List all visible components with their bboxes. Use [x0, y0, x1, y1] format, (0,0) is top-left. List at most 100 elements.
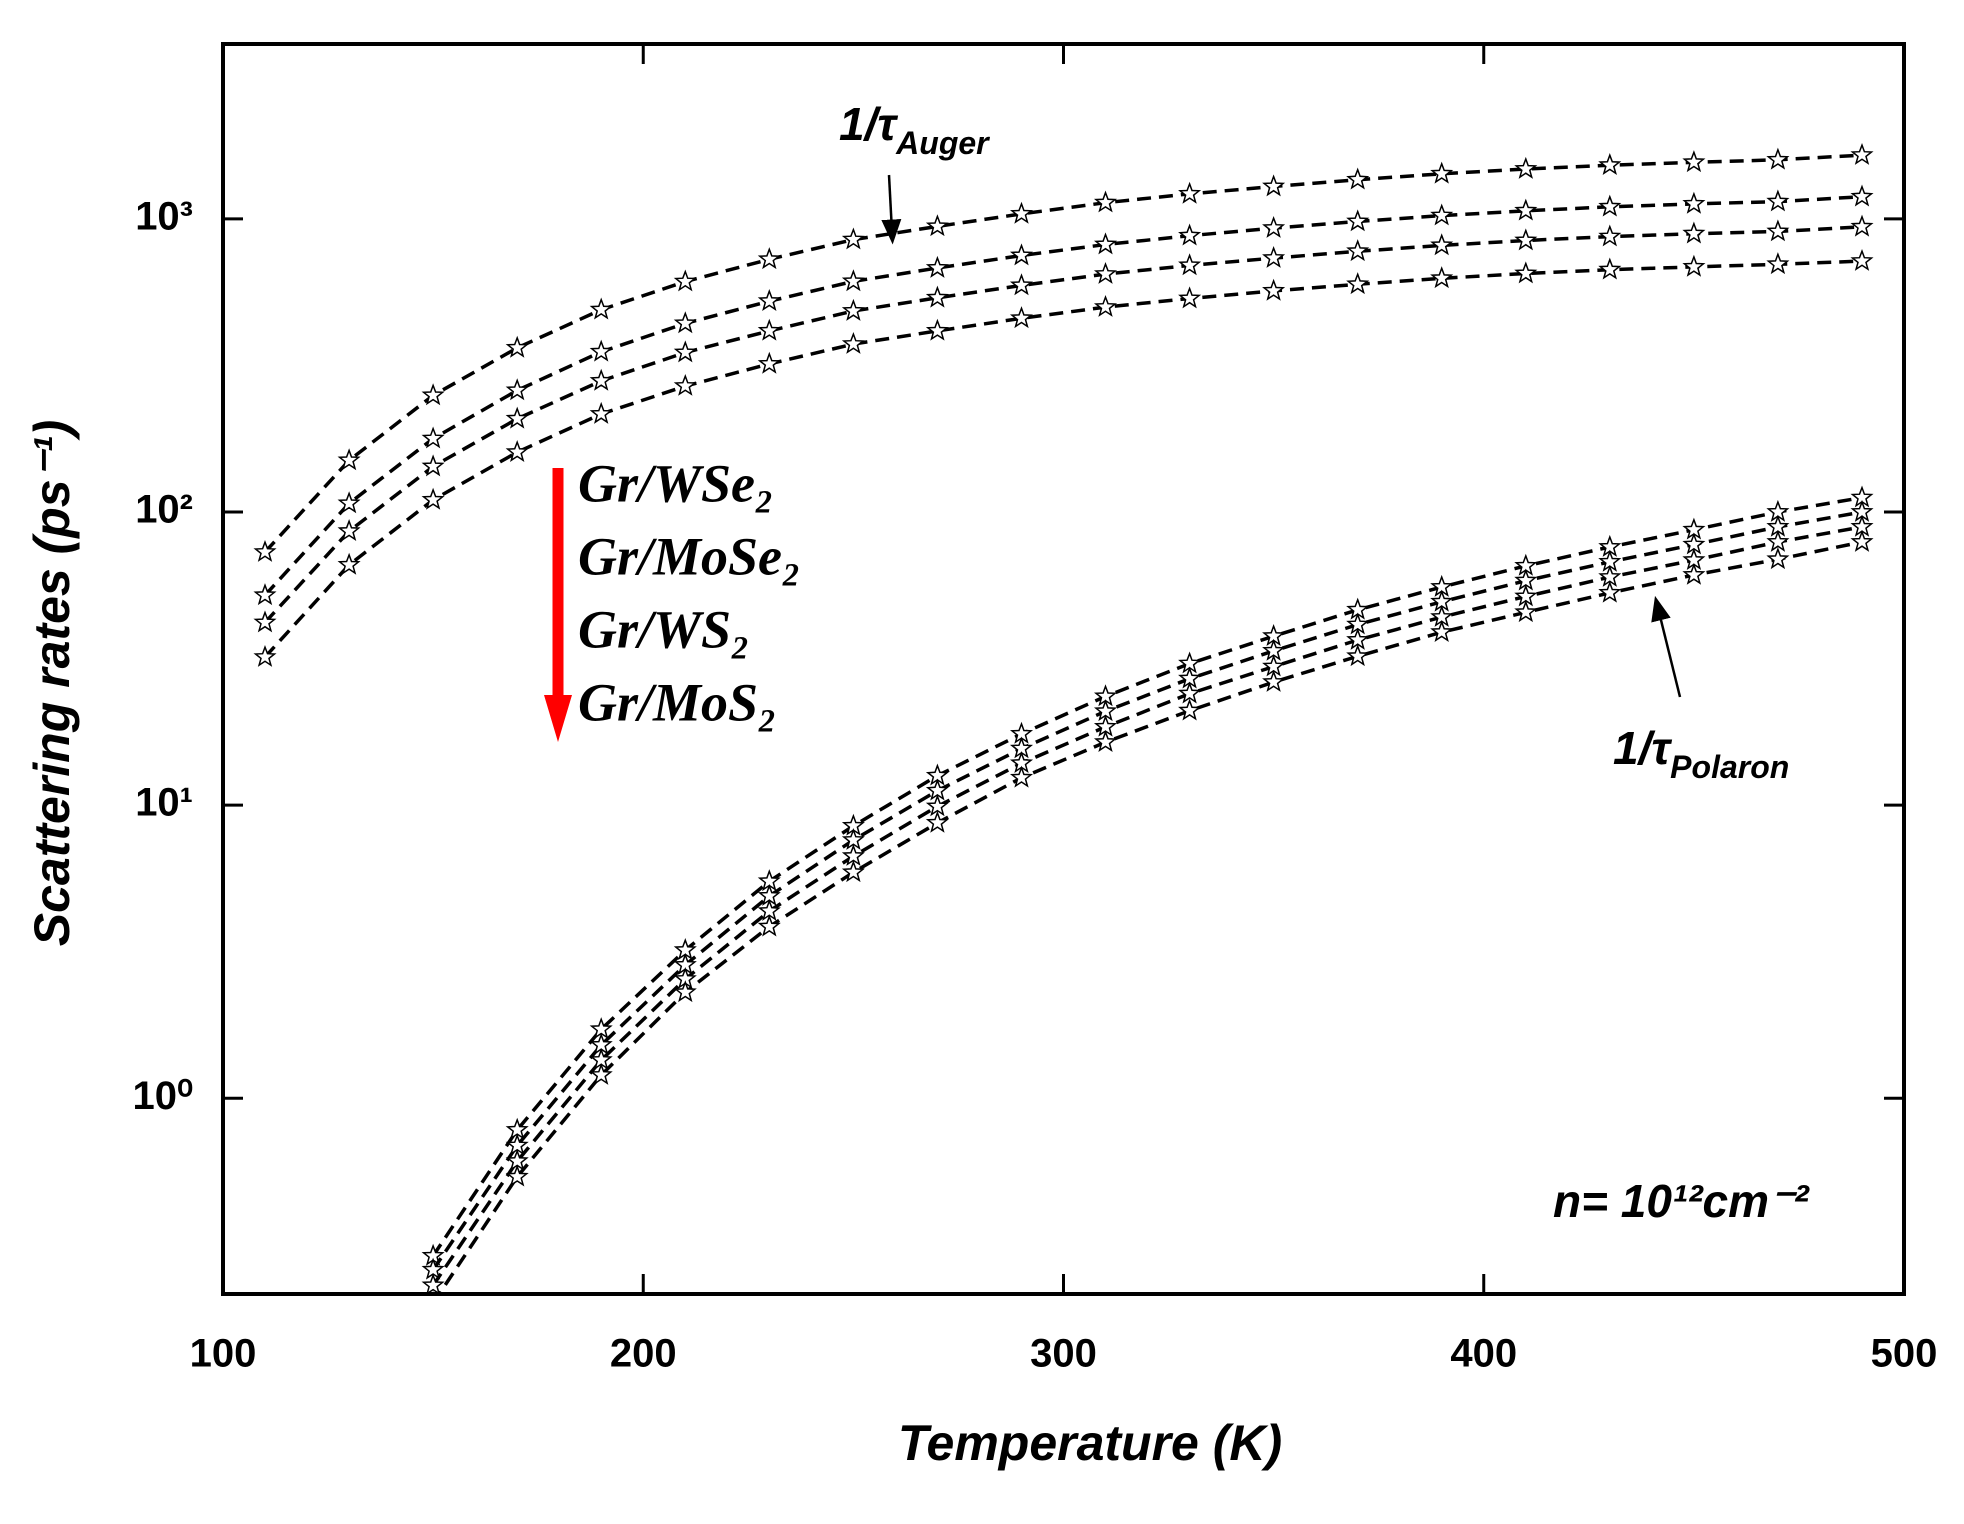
auger-marker	[673, 269, 697, 292]
polaron-marker	[1514, 600, 1538, 623]
auger-marker	[505, 440, 529, 463]
auger-marker	[673, 373, 697, 396]
auger-arrow	[881, 174, 902, 245]
auger-marker	[673, 340, 697, 363]
polaron-line	[431, 510, 1863, 1271]
auger-marker	[1009, 273, 1034, 296]
polaron-marker	[757, 914, 781, 937]
auger-marker	[505, 335, 529, 358]
auger-marker	[1598, 194, 1622, 217]
auger-marker	[1766, 189, 1790, 212]
auger-marker	[757, 318, 781, 341]
polaron-marker	[1009, 765, 1034, 788]
plot-area	[253, 142, 1874, 1294]
auger-marker	[1850, 184, 1874, 207]
legend-label: Gr/MoS₂	[578, 672, 777, 732]
auger-marker	[1682, 254, 1706, 277]
auger-marker	[421, 454, 445, 477]
polaron-marker	[1178, 698, 1202, 721]
auger-marker	[841, 298, 865, 321]
auger-marker	[1850, 142, 1874, 165]
auger-marker	[337, 552, 361, 575]
auger-marker	[757, 351, 781, 374]
polaron-marker	[1766, 547, 1790, 570]
y-tick-label: 10²	[135, 488, 193, 532]
auger-marker	[1682, 221, 1706, 244]
auger-marker	[1766, 252, 1790, 275]
polaron-marker	[1598, 580, 1622, 603]
auger-marker	[1093, 190, 1118, 213]
polaron-marker	[432, 1291, 435, 1294]
auger-marker	[757, 289, 781, 312]
auger-marker	[1262, 278, 1286, 301]
auger-marker	[1430, 203, 1454, 226]
auger-marker	[1009, 243, 1034, 266]
auger-marker	[1178, 286, 1202, 309]
x-tick-label: 400	[1450, 1332, 1517, 1376]
polaron-marker	[1093, 730, 1118, 753]
auger-marker	[1430, 161, 1454, 184]
x-axis-title: Temperature (K)	[898, 1415, 1282, 1471]
auger-marker	[1430, 233, 1454, 256]
auger-marker	[925, 285, 949, 308]
auger-marker	[1178, 223, 1202, 246]
auger-marker	[925, 318, 949, 341]
y-tick-label: 10¹	[135, 781, 193, 825]
plot-frame	[221, 42, 1906, 1296]
auger-marker	[1598, 224, 1622, 247]
auger-marker	[1262, 174, 1286, 197]
auger-marker	[1598, 153, 1622, 176]
polaron-marker	[841, 860, 865, 883]
legend-arrow-head	[544, 695, 572, 742]
auger-marker	[253, 644, 277, 667]
legend-label: Gr/WS₂	[578, 599, 750, 659]
auger-marker	[1009, 306, 1034, 329]
polaron-line	[431, 525, 1863, 1287]
auger-marker	[589, 339, 613, 362]
polaron-marker	[1850, 529, 1874, 552]
polaron-line	[431, 495, 1863, 1257]
polaron-marker	[673, 980, 697, 1003]
auger-marker	[1514, 261, 1538, 284]
auger-marker	[1009, 201, 1034, 224]
auger-marker	[841, 227, 865, 250]
auger-marker	[421, 487, 445, 510]
auger-line	[263, 259, 1863, 659]
auger-marker	[1346, 209, 1370, 232]
auger-marker	[757, 247, 781, 270]
auger-marker	[1430, 266, 1454, 289]
y-tick-label: 10³	[135, 194, 193, 238]
auger-marker	[1093, 232, 1118, 255]
auger-marker	[421, 383, 445, 406]
auger-marker	[1682, 150, 1706, 173]
auger-marker	[1766, 147, 1790, 170]
auger-marker	[1514, 156, 1538, 179]
auger-line	[263, 225, 1863, 624]
y-axis-title: Scattering rates (ps⁻¹)	[24, 420, 80, 947]
auger-marker	[1346, 167, 1370, 190]
polaron-marker	[421, 1273, 445, 1294]
polaron-label: 1/τPolaron	[1613, 722, 1789, 785]
polaron-marker	[1178, 681, 1202, 704]
auger-marker	[1682, 191, 1706, 214]
auger-marker	[505, 406, 529, 429]
legend-label: Gr/WSe₂	[578, 453, 774, 513]
auger-line	[263, 194, 1863, 597]
auger-line	[263, 153, 1863, 554]
x-tick-label: 100	[190, 1332, 257, 1376]
auger-marker	[337, 491, 361, 514]
polaron-marker	[925, 794, 949, 817]
auger-label: 1/τAuger	[839, 98, 990, 161]
auger-marker	[1093, 261, 1118, 284]
auger-marker	[253, 539, 277, 562]
y-tick-label: 10⁰	[132, 1074, 193, 1118]
auger-marker	[1262, 215, 1286, 238]
auger-marker	[841, 331, 865, 354]
auger-marker	[1514, 228, 1538, 251]
auger-marker	[1850, 214, 1874, 237]
density-label: n= 10¹²cm⁻²	[1553, 1175, 1810, 1227]
auger-marker	[589, 401, 613, 424]
polaron-line	[437, 540, 1863, 1294]
auger-marker	[925, 255, 949, 278]
